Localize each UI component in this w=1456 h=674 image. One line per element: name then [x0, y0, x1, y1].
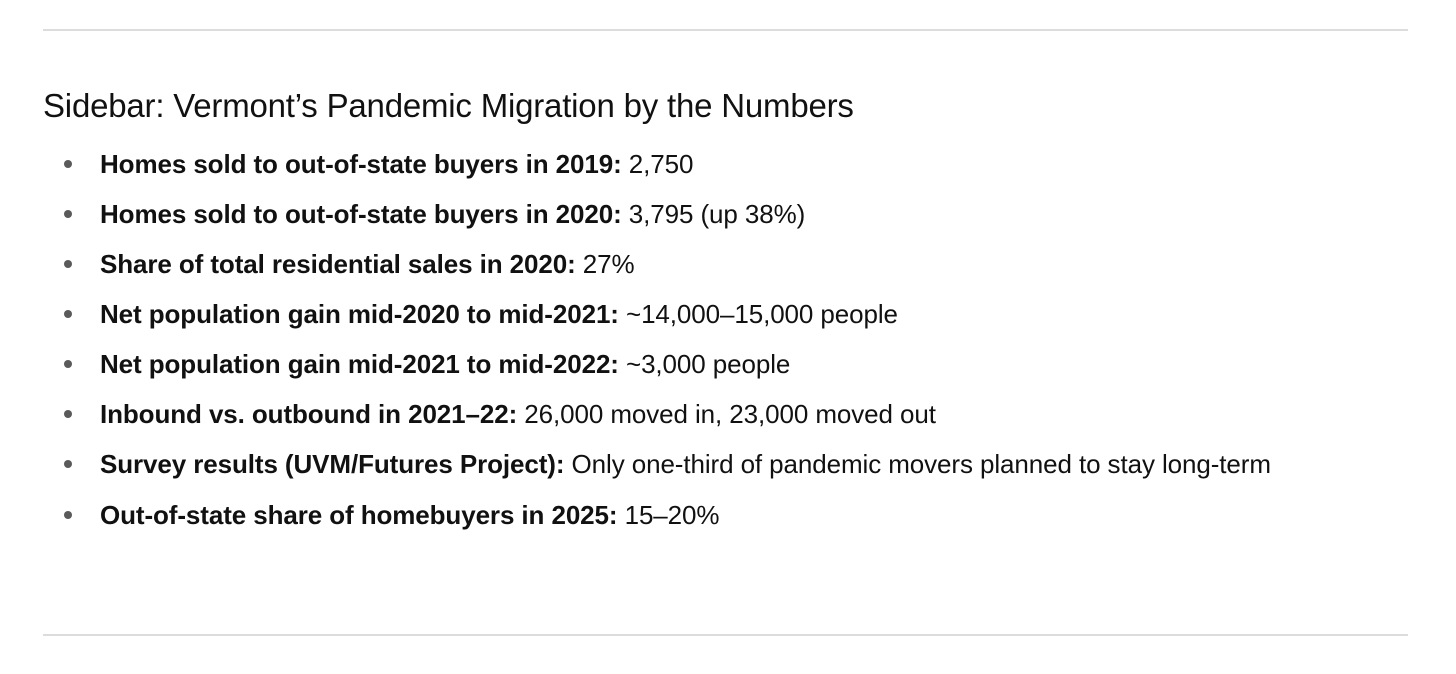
fact-value: 3,795 (up 38%): [621, 199, 806, 229]
fact-label: Out-of-state share of homebuyers in 2025…: [100, 500, 618, 530]
bullet-icon: [64, 360, 72, 368]
list-item: Inbound vs. outbound in 2021–22: 26,000 …: [43, 390, 1373, 438]
bottom-divider: [43, 634, 1408, 636]
bullet-icon: [64, 260, 72, 268]
list-item: Homes sold to out-of-state buyers in 201…: [43, 140, 1373, 188]
fact-label: Survey results (UVM/Futures Project):: [100, 449, 565, 479]
fact-value: 27%: [575, 249, 635, 279]
fact-value: ~14,000–15,000 people: [618, 299, 898, 329]
bullet-icon: [64, 511, 72, 519]
bullet-icon: [64, 310, 72, 318]
bullet-icon: [64, 210, 72, 218]
fact-label: Net population gain mid-2021 to mid-2022…: [100, 349, 619, 379]
fact-value: 15–20%: [617, 500, 720, 530]
fact-value: 26,000 moved in, 23,000 moved out: [517, 399, 936, 429]
list-item: Out-of-state share of homebuyers in 2025…: [43, 491, 1373, 539]
list-item: Net population gain mid-2020 to mid-2021…: [43, 290, 1373, 338]
list-item: Share of total residential sales in 2020…: [43, 240, 1373, 288]
fact-value: Only one-third of pandemic movers planne…: [564, 449, 1271, 479]
list-item: Homes sold to out-of-state buyers in 202…: [43, 190, 1373, 238]
fact-label: Net population gain mid-2020 to mid-2021…: [100, 299, 619, 329]
fact-label: Inbound vs. outbound in 2021–22:: [100, 399, 518, 429]
bullet-icon: [64, 160, 72, 168]
fact-value: 2,750: [621, 149, 694, 179]
bullet-icon: [64, 460, 72, 468]
fact-label: Homes sold to out-of-state buyers in 202…: [100, 199, 622, 229]
fact-label: Homes sold to out-of-state buyers in 201…: [100, 149, 622, 179]
list-item: Survey results (UVM/Futures Project): On…: [43, 440, 1373, 489]
sidebar-heading: Sidebar: Vermont’s Pandemic Migration by…: [43, 87, 854, 124]
list-item: Net population gain mid-2021 to mid-2022…: [43, 340, 1373, 388]
facts-list: Homes sold to out-of-state buyers in 201…: [43, 140, 1373, 541]
top-divider: [43, 29, 1408, 31]
bullet-icon: [64, 410, 72, 418]
fact-label: Share of total residential sales in 2020…: [100, 249, 576, 279]
fact-value: ~3,000 people: [618, 349, 791, 379]
